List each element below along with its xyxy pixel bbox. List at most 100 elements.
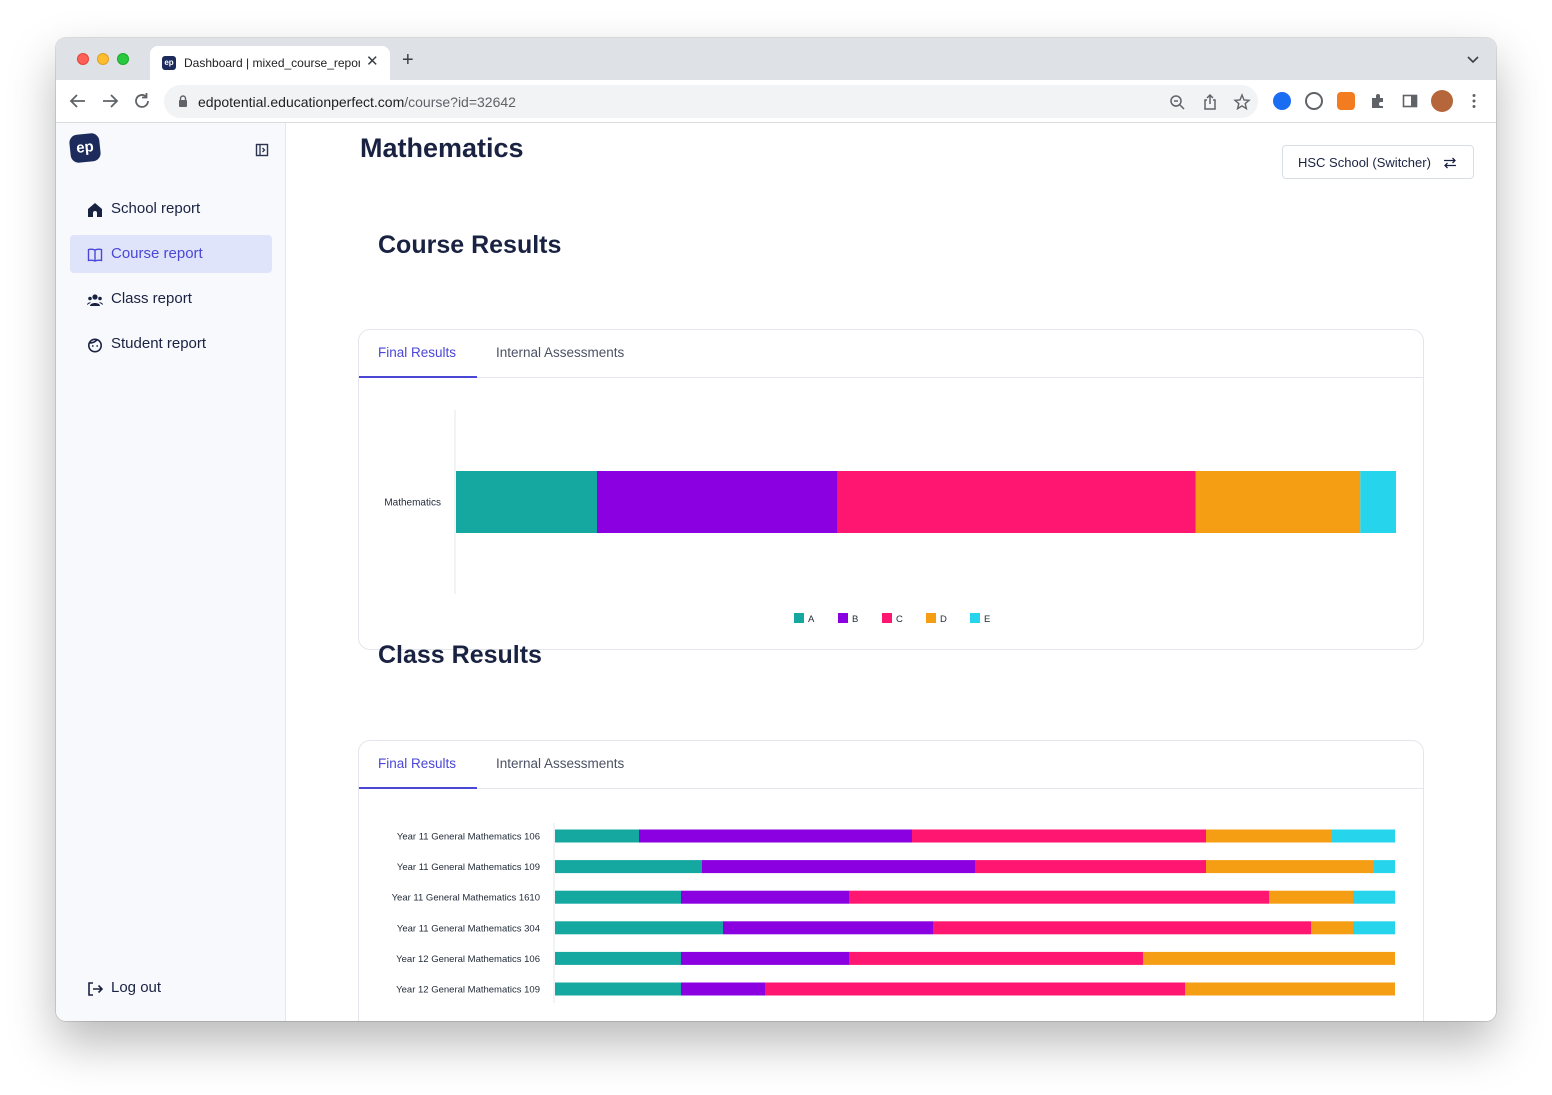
lock-icon[interactable] [176,94,190,108]
bar-segment-e[interactable] [1360,471,1396,533]
url-path: /course?id=32642 [404,94,516,110]
bar-segment-b[interactable] [681,890,849,904]
switcher-label: HSC School (Switcher) [1298,155,1431,170]
class-results-chart: Year 11 General Mathematics 106 Year 11 G… [392,823,1395,1003]
bar-segment-e[interactable] [1332,829,1395,843]
sidebar-item-label: School report [111,200,201,217]
bar-segment-b[interactable] [597,471,838,533]
more-menu-icon[interactable] [1465,92,1483,110]
legend-label[interactable]: D [940,614,947,625]
bar-segment-c[interactable] [975,860,1206,874]
address-bar[interactable]: edpotential.educationperfect.com/course?… [164,85,1258,118]
hubspot-extension-icon[interactable] [1337,92,1355,110]
bar-segment-a[interactable] [555,890,681,904]
browser-window: ep Dashboard | mixed_course_report ✕ + e… [56,38,1496,1021]
bookmark-star-icon[interactable] [1233,93,1251,111]
category-label: Year 11 General Mathematics 304 [397,923,540,934]
bar-segment-b[interactable] [681,951,849,965]
close-tab-icon[interactable]: ✕ [366,53,379,70]
course-results-tabs: Final Results Internal Assessments [359,330,1423,378]
side-panel-icon[interactable] [1401,92,1419,110]
page-title: Mathematics [360,133,524,163]
bar-segment-a[interactable] [555,982,681,996]
bar-segment-b[interactable] [681,982,765,996]
maximize-window-button[interactable] [117,53,129,65]
reload-icon[interactable] [131,90,153,112]
bar-segment-a[interactable] [456,471,597,533]
legend-swatch [838,613,848,623]
bar-segment-c[interactable] [837,471,1196,533]
share-icon[interactable] [1201,93,1219,111]
bar-segment-a[interactable] [555,951,681,965]
browser-tab[interactable]: ep Dashboard | mixed_course_report ✕ [150,46,390,80]
profile-avatar[interactable] [1431,90,1453,112]
bar-segment-a[interactable] [555,921,723,935]
legend-swatch [794,613,804,623]
legend-swatch [970,613,980,623]
bar-segment-e[interactable] [1374,860,1395,874]
bar-segment-a[interactable] [555,829,639,843]
zoom-extension-icon[interactable] [1273,92,1291,110]
bar-segment-d[interactable] [1206,829,1332,843]
chevron-down-icon[interactable] [1466,52,1480,66]
collapse-sidebar-icon[interactable] [255,143,269,157]
active-tab-indicator [359,376,477,378]
sidebar-item-school-report[interactable]: School report [70,190,272,228]
bar-segment-d[interactable] [1195,471,1361,533]
sidebar-item-label: Class report [111,290,192,307]
tab-final-results[interactable]: Final Results [378,345,457,360]
tab-internal-assessments[interactable]: Internal Assessments [496,756,625,771]
legend-label[interactable]: B [852,614,858,625]
class-results-tabs: Final Results Internal Assessments [359,741,1423,789]
legend-label[interactable]: C [896,614,903,625]
puzzle-extensions-icon[interactable] [1369,92,1387,110]
back-icon[interactable] [67,90,89,112]
ep-logo[interactable]: ep [68,132,102,164]
class-results-card: Final Results Internal Assessments Year … [358,740,1424,1021]
bar-segment-e[interactable] [1353,921,1395,935]
category-label: Year 11 General Mathematics 1610 [392,893,540,904]
forward-icon[interactable] [99,90,121,112]
school-icon [88,203,102,217]
tab-final-results[interactable]: Final Results [378,756,457,771]
class-icon [87,294,103,306]
tab-internal-assessments[interactable]: Internal Assessments [496,345,625,360]
favicon-icon: ep [162,56,176,70]
book-icon [87,248,103,262]
bar-segment-c[interactable] [933,921,1311,935]
school-switcher-button[interactable]: HSC School (Switcher) [1282,145,1474,179]
bar-segment-b[interactable] [723,921,933,935]
bar-segment-d[interactable] [1206,860,1374,874]
bar-segment-b[interactable] [639,829,912,843]
minimize-window-button[interactable] [97,53,109,65]
bar-segment-d[interactable] [1311,921,1353,935]
bar-segment-c[interactable] [849,951,1143,965]
close-window-button[interactable] [77,53,89,65]
bar-segment-c[interactable] [849,890,1269,904]
category-label: Year 11 General Mathematics 106 [397,832,540,843]
bar-segment-d[interactable] [1269,890,1353,904]
url-text: edpotential.educationperfect.com/course?… [198,94,516,110]
legend-label[interactable]: E [984,614,990,625]
sidebar: ep School report Course report [56,123,286,1021]
legend-swatch [926,613,936,623]
bar-segment-d[interactable] [1143,951,1395,965]
bar-segment-a[interactable] [555,860,702,874]
student-face-icon [88,338,102,353]
bar-segment-c[interactable] [912,829,1206,843]
bar-segment-c[interactable] [765,982,1185,996]
sidebar-item-course-report[interactable]: Course report [70,235,272,273]
course-results-card: Final Results Internal Assessments Mathe… [358,329,1424,650]
course-results-title: Course Results [378,231,562,259]
logout-button[interactable]: Log out [70,969,272,1007]
bar-segment-d[interactable] [1185,982,1395,996]
new-tab-icon[interactable]: + [402,49,414,71]
password-extension-icon[interactable] [1305,92,1323,110]
sidebar-item-student-report[interactable]: Student report [70,325,272,363]
legend-label[interactable]: A [808,614,815,625]
zoom-icon[interactable] [1168,93,1186,111]
bar-segment-e[interactable] [1353,890,1395,904]
bar-segment-b[interactable] [702,860,975,874]
sidebar-item-class-report[interactable]: Class report [70,280,272,318]
swap-arrows-icon [1444,157,1456,169]
